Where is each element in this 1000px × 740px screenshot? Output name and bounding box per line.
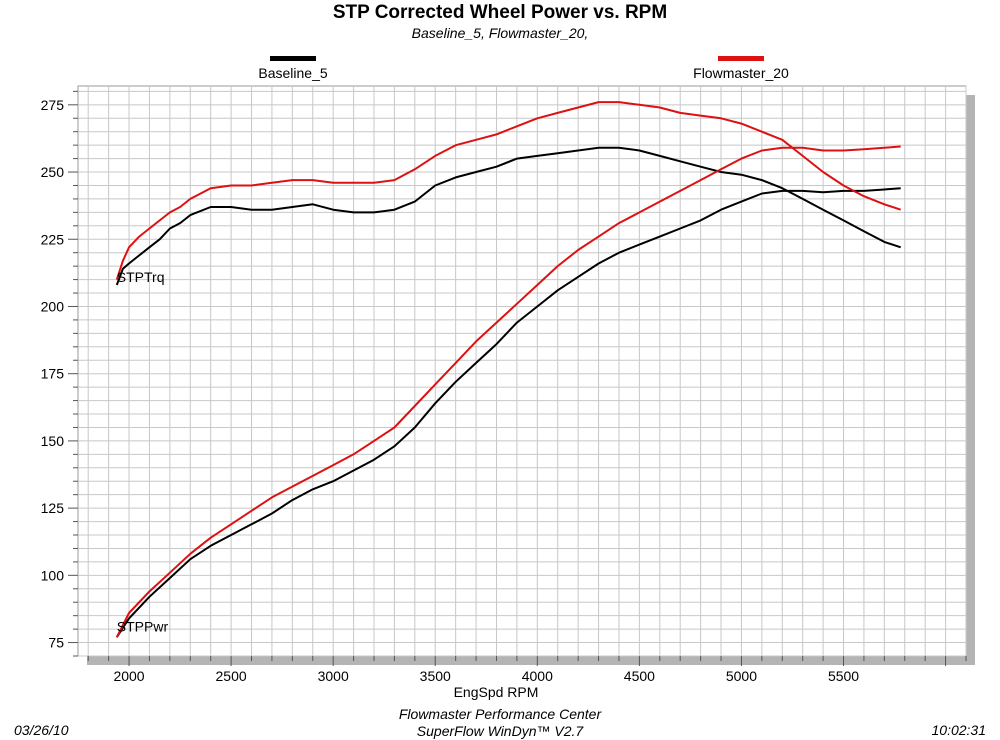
y-tick-label: 100 — [41, 567, 65, 583]
legend-item-baseline: Baseline_5 — [223, 56, 363, 81]
series-lines — [115, 101, 902, 638]
footer-line2: SuperFlow WinDyn™ V2.7 — [416, 723, 584, 739]
x-tick-label: 4500 — [624, 668, 655, 684]
legend-label-flowmaster: Flowmaster_20 — [693, 65, 789, 81]
curve-labels: STPTrq STPPwr — [117, 269, 169, 635]
footer-time: 10:02:31 — [931, 722, 987, 738]
x-tick-label: 5500 — [828, 668, 859, 684]
footer-center: Flowmaster Performance Center SuperFlow … — [0, 706, 1000, 740]
y-tick-label: 125 — [41, 500, 65, 516]
legend-item-flowmaster: Flowmaster_20 — [671, 56, 811, 81]
x-tick-label: 3500 — [420, 668, 451, 684]
grid — [78, 86, 967, 657]
legend-label-baseline: Baseline_5 — [258, 65, 328, 81]
axes: 75 100 125 150 175 200 225 250 275 2000 2500 3000 35… — [41, 90, 967, 684]
chart-subtitle: Baseline_5, Flowmaster_20, — [411, 25, 589, 41]
flowmaster-stppwr-line — [115, 145, 901, 638]
plot-area — [77, 85, 967, 657]
x-tick-label: 3000 — [318, 668, 349, 684]
y-tick-label: 75 — [48, 635, 64, 651]
legend-swatch-flowmaster — [718, 56, 764, 61]
x-tick-label: 4000 — [522, 668, 553, 684]
chart-title: STP Corrected Wheel Power vs. RPM — [332, 2, 668, 23]
x-tick-label: 2000 — [113, 668, 144, 684]
y-tick-label: 150 — [41, 433, 65, 449]
footer-date: 03/26/10 — [14, 722, 69, 738]
y-tick-label: 200 — [41, 298, 65, 314]
curve-label-stppwr: STPPwr — [117, 618, 169, 634]
y-tick-label: 275 — [41, 97, 65, 113]
legend-swatch-baseline — [270, 56, 316, 61]
y-tick-label: 225 — [41, 231, 65, 247]
y-tick-label: 175 — [41, 366, 65, 382]
x-tick-label: 5000 — [726, 668, 757, 684]
baseline-stppwr-line — [115, 187, 901, 638]
footer-line1: Flowmaster Performance Center — [398, 706, 602, 722]
x-tick-label: 2500 — [216, 668, 247, 684]
baseline-stptrq-line — [115, 146, 902, 286]
y-tick-label: 250 — [41, 164, 65, 180]
x-axis-title: EngSpd RPM — [454, 684, 539, 700]
curve-label-stptrq: STPTrq — [117, 269, 165, 285]
flowmaster-stptrq-line — [115, 101, 902, 280]
